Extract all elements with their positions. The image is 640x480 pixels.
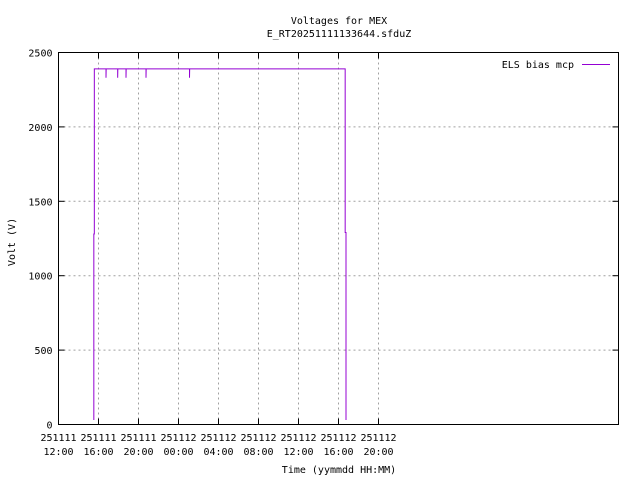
x-tick-time-label: 12:00 [43, 447, 73, 458]
y-tick-label: 500 [34, 346, 52, 357]
x-tick-date-label: 251111 [120, 433, 156, 444]
x-tick-date-label: 251112 [240, 433, 276, 444]
series-line-els-bias-mcp [93, 68, 347, 421]
chart-title: Voltages for MEX [291, 16, 387, 27]
x-tick-time-label: 16:00 [323, 447, 353, 458]
y-tick-label: 2000 [28, 123, 52, 134]
x-tick-date-label: 251112 [280, 433, 316, 444]
y-axis-label: Volt (V) [7, 218, 18, 266]
x-tick-time-label: 04:00 [203, 447, 233, 458]
x-tick-date-label: 251111 [40, 433, 76, 444]
x-tick-time-label: 12:00 [283, 447, 313, 458]
x-tick-date-label: 251111 [80, 433, 116, 444]
y-tick-label: 1500 [28, 197, 52, 208]
y-tick-label: 2500 [28, 49, 52, 60]
plot-frame [58, 52, 619, 425]
y-axis-ticks: 0 500 1000 1500 2000 2500 [28, 49, 619, 432]
x-tick-date-label: 251112 [320, 433, 356, 444]
x-axis-label: Time (yymmdd HH:MM) [282, 465, 396, 476]
x-tick-time-label: 20:00 [123, 447, 153, 458]
legend: ELS bias mcp [502, 60, 610, 71]
series-layer [93, 68, 347, 421]
x-tick-date-label: 251112 [160, 433, 196, 444]
y-tick-label: 0 [46, 421, 52, 432]
y-tick-label: 1000 [28, 272, 52, 283]
chart-subtitle: E_RT20251111133644.sfduZ [267, 29, 412, 40]
legend-label-els-bias-mcp: ELS bias mcp [502, 60, 574, 71]
x-tick-date-label: 251112 [200, 433, 236, 444]
x-tick-time-label: 00:00 [163, 447, 193, 458]
x-tick-time-label: 20:00 [363, 447, 393, 458]
x-tick-time-label: 08:00 [243, 447, 273, 458]
x-tick-date-label: 251112 [360, 433, 396, 444]
grid-lines [58, 52, 619, 425]
x-tick-time-label: 16:00 [83, 447, 113, 458]
